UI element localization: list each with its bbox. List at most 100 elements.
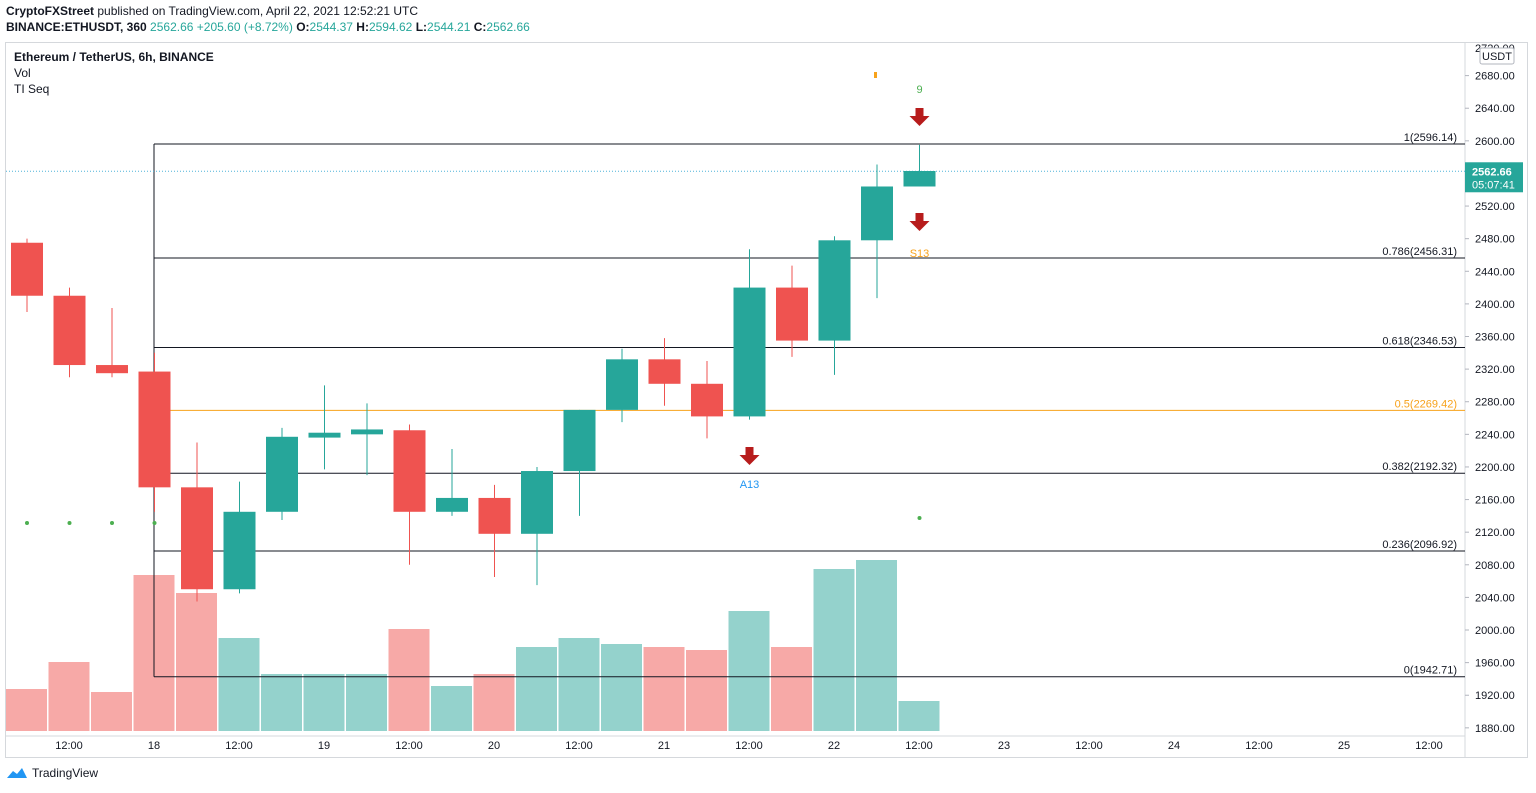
open-value: 2544.37 [309,20,353,34]
x-tick-label: 12:00 [565,740,593,752]
a13-label: A13 [740,479,760,491]
tradingview-logo-icon [7,768,27,778]
x-tick-label: 12:00 [395,740,423,752]
fib-label: 1(2596.14) [1404,132,1457,144]
volume-bar [898,701,940,731]
publisher-name[interactable]: CryptoFXStreet [6,4,95,18]
candle-body [478,497,511,534]
candle-body [521,471,553,534]
candle-body [223,511,256,590]
candle-body [96,365,128,374]
footer: TradingView [6,766,98,780]
volume-bar [813,569,855,731]
volume-bar [48,662,90,731]
y-tick-label: 2360.00 [1475,332,1515,344]
open-label: O: [296,20,310,34]
legend-tiseq[interactable]: TI Seq [14,82,50,96]
chart-pane-frame [5,42,1528,758]
seq-dot [152,521,157,525]
volume-bar [856,560,897,731]
y-tick-label: 2160.00 [1475,495,1515,507]
volume-bar [431,686,472,731]
y-tick-label: 2320.00 [1475,364,1515,376]
x-tick-label: 12:00 [1075,740,1103,752]
high-value: 2594.62 [368,20,413,34]
currency-box [1479,47,1515,65]
volume-bar [6,689,47,731]
volume-bar [261,674,302,731]
volume-bar [473,674,515,731]
last-price-box [1465,162,1523,193]
volume-bar [218,638,260,731]
candle-body [436,497,468,512]
x-tick-label: 20 [488,740,500,752]
y-tick-label: 2640.00 [1475,103,1515,115]
volume-bar [176,593,217,731]
symbol-line: BINANCE:ETHUSDT, 360 [6,20,147,34]
x-tick-label: 12:00 [55,740,83,752]
x-tick-label: 18 [148,740,160,752]
volume-bar [558,638,600,731]
fib-label: 0.5(2269.42) [1395,398,1457,410]
y-tick-label: 1880.00 [1475,723,1515,735]
y-tick-label: 2120.00 [1475,527,1515,539]
legend-vol[interactable]: Vol [14,66,31,80]
y-tick-label: 2520.00 [1475,201,1515,213]
volume-bar [91,692,132,731]
candle-body [818,240,851,341]
high-label: H: [356,20,369,34]
volume-bar [728,611,770,731]
candle-body [393,430,426,512]
y-tick-label: 2080.00 [1475,560,1515,572]
y-tick-label: 1960.00 [1475,658,1515,670]
fib-label: 0.786(2456.31) [1382,246,1457,258]
candle-body [691,383,723,417]
x-tick-label: 12:00 [735,740,763,752]
volume-bar [346,674,387,731]
x-tick-label: 12:00 [1245,740,1273,752]
footer-brand[interactable]: TradingView [32,766,99,780]
y-tick-label: 1920.00 [1475,690,1515,702]
fib-label: 0.382(2192.32) [1382,461,1457,473]
y-tick-label: 2480.00 [1475,234,1515,246]
last-price-label: 2562.66 [1472,166,1512,178]
volume-bar [771,647,812,731]
legend-title[interactable]: Ethereum / TetherUS, 6h, BINANCE [14,50,214,64]
candle-body [266,436,298,512]
low-value: 2544.21 [427,20,471,34]
x-tick-label: 22 [828,740,840,752]
sell-arrow-icon [909,213,930,231]
close-value: 2562.66 [486,20,530,34]
sell-arrow-icon [739,447,760,465]
volume-bar [388,629,430,731]
change-value: +205.60 (+8.72%) [196,20,293,34]
y-tick-label: 2600.00 [1475,136,1515,148]
volume-bar [601,644,642,731]
seq-dot [67,521,72,525]
x-tick-label: 25 [1338,740,1350,752]
candle-body [181,487,213,590]
volume-bar [303,674,345,731]
candle-body [308,432,341,438]
close-label: C: [473,20,487,34]
y-tick-label: 2440.00 [1475,266,1515,278]
s13-label: S13 [910,248,930,260]
x-tick-label: 12:00 [905,740,933,752]
candle-body [138,371,171,488]
x-tick-label: 12:00 [1415,740,1443,752]
low-label: L: [415,20,428,34]
volume-bar [516,647,557,731]
y-tick-label: 2240.00 [1475,429,1515,441]
fib-label: 0.618(2346.53) [1382,335,1457,347]
volume-bar [643,647,685,731]
y-tick-label: 2040.00 [1475,592,1515,604]
candle-body [563,409,596,472]
seq-dot [110,521,114,525]
countdown-label: 05:07:41 [1472,179,1515,191]
y-tick-label: 2400.00 [1475,299,1515,311]
candle-body [733,287,766,417]
fib-label: 0.236(2096.92) [1382,539,1457,551]
y-tick-label: 2280.00 [1475,397,1515,409]
candle-body [351,429,383,435]
